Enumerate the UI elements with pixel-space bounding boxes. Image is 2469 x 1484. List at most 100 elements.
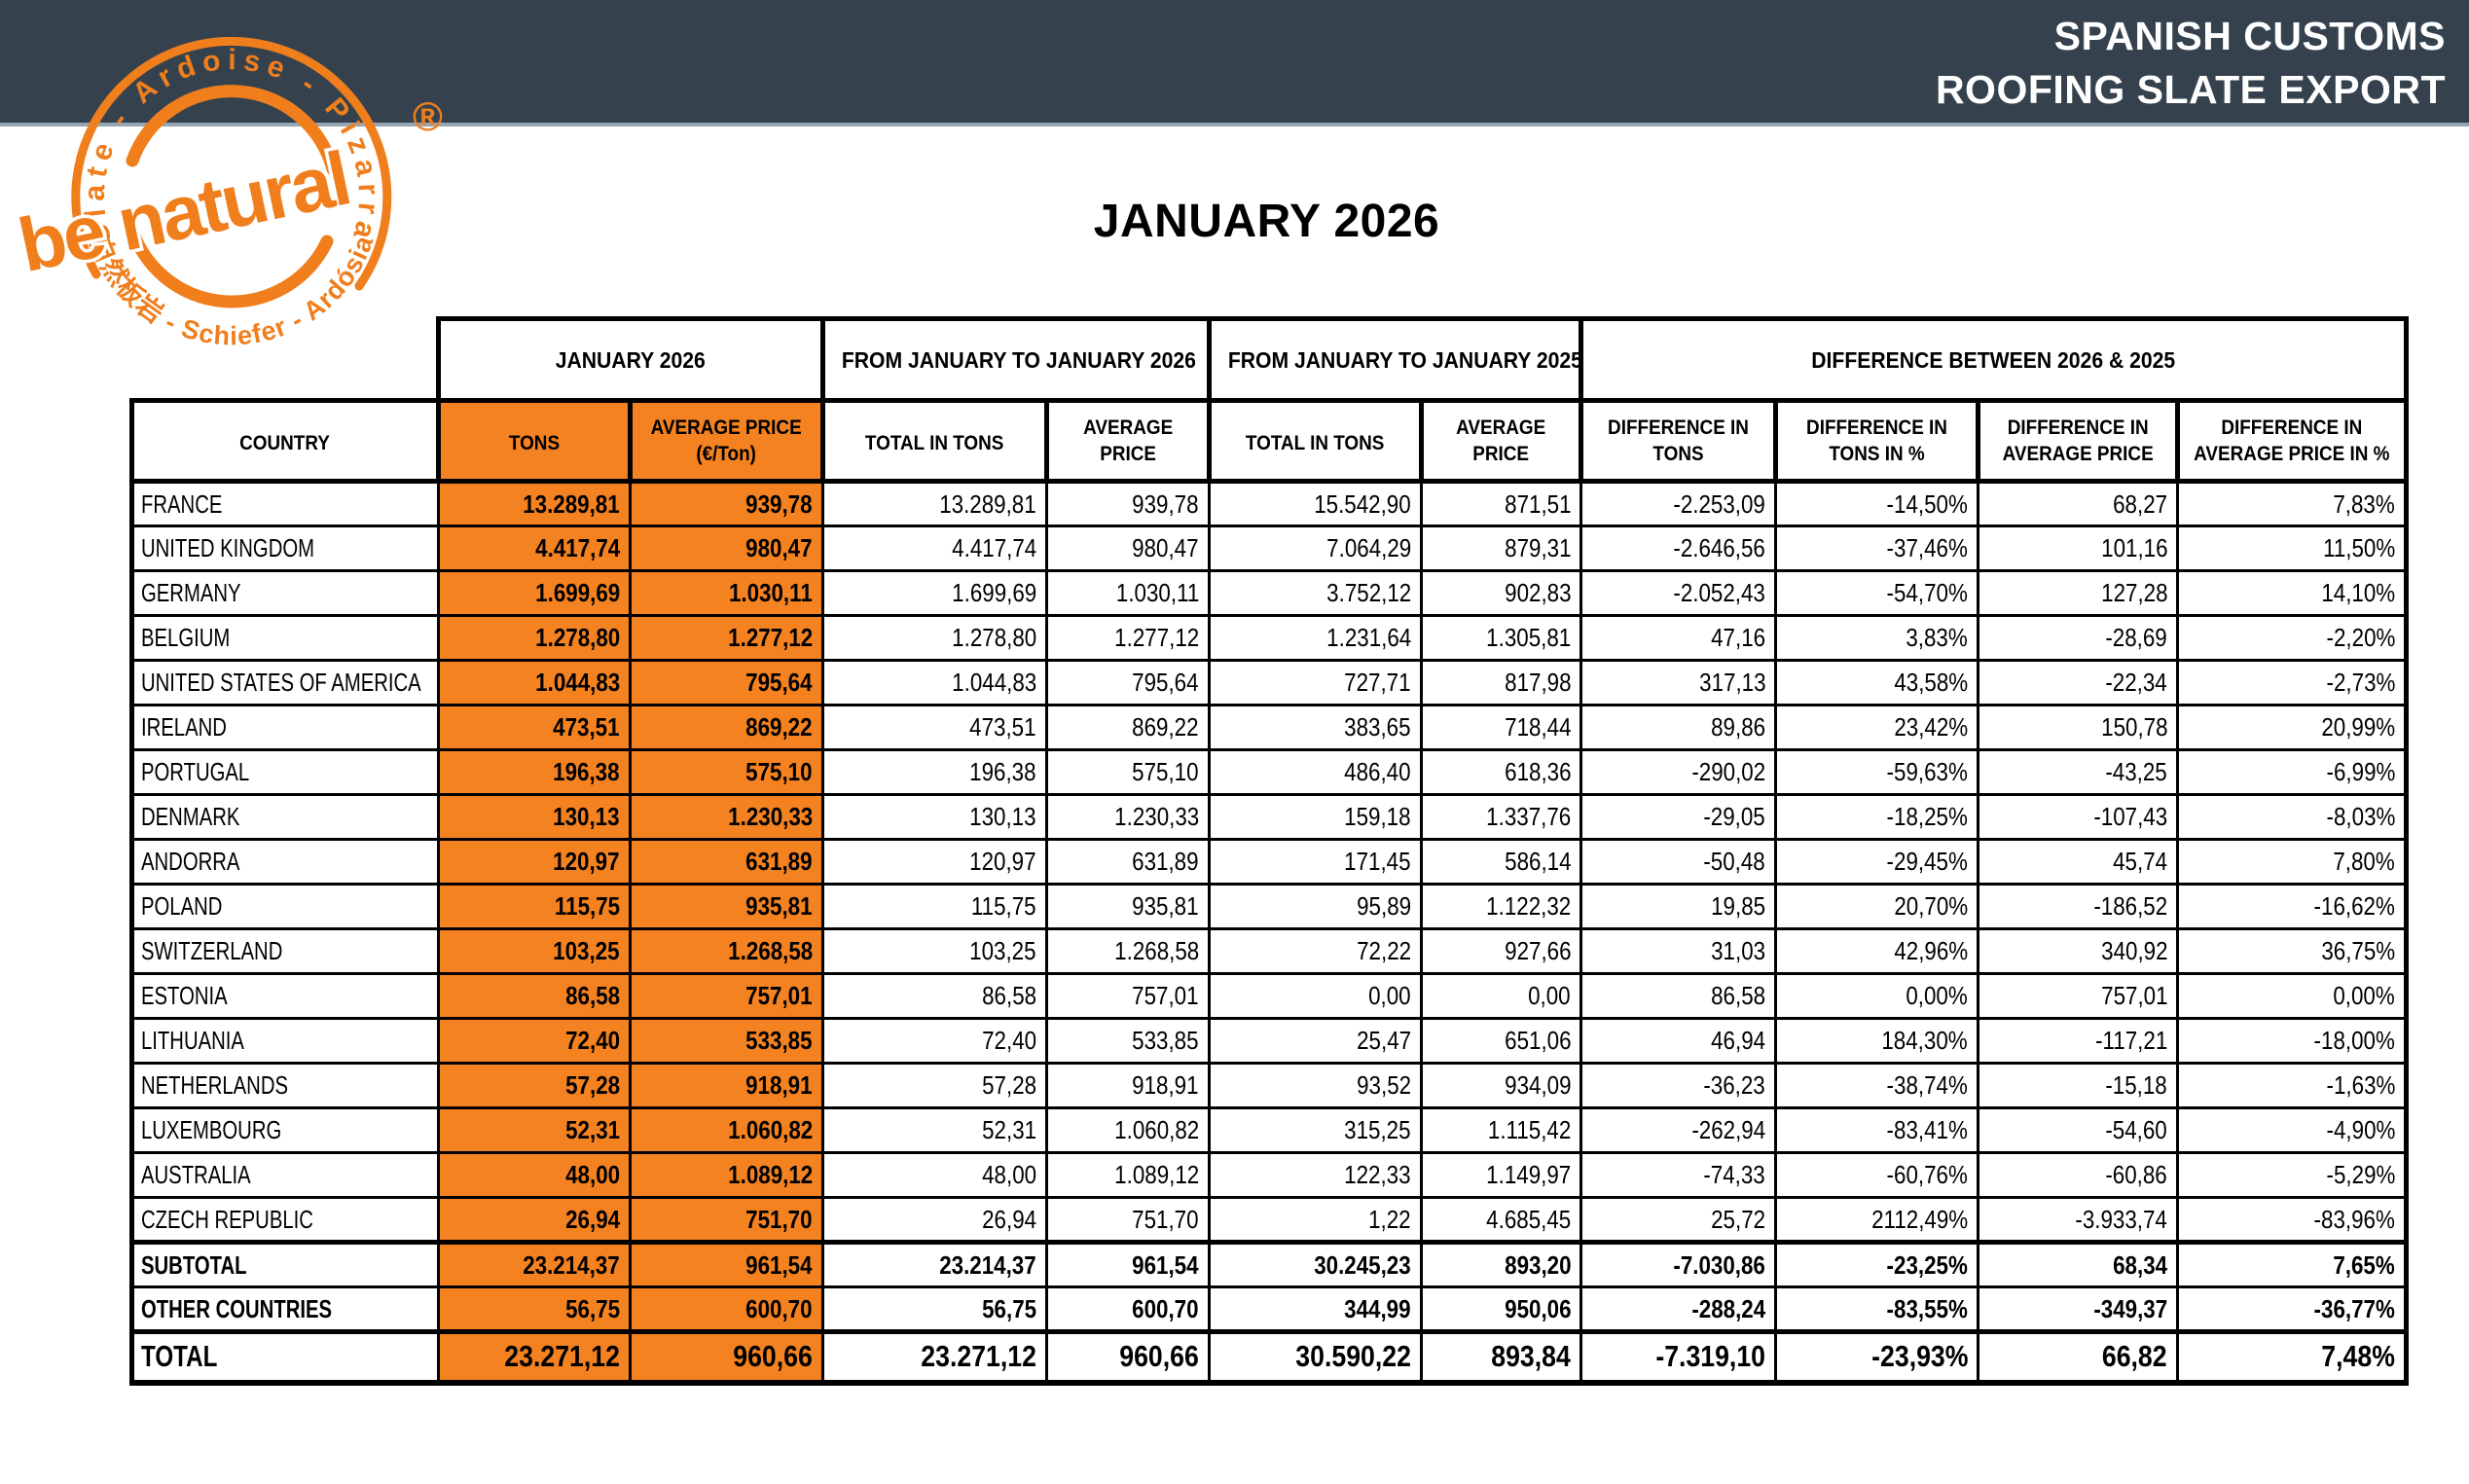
cell-difference-in-average-price: 68,27 <box>1977 480 2180 527</box>
cell-difference-in-tons: -288,24 <box>1579 1285 1778 1333</box>
cell-avg-price-eur-ton: 631,89 <box>629 838 824 886</box>
cell-difference-in-tons: -74,33 <box>1579 1151 1778 1199</box>
banner-title-line1: SPANISH CUSTOMS <box>2053 14 2446 58</box>
cell-value: 1.044,83 <box>534 668 620 697</box>
cell-average-price-2026: 935,81 <box>1044 883 1212 930</box>
cell-total-in-tons-2026: 115,75 <box>821 883 1048 930</box>
cell-value: 23.271,12 <box>921 1339 1036 1374</box>
top-banner: SPANISH CUSTOMS ROOFING SLATE EXPORT <box>0 0 2469 127</box>
cell-average-price-2026: 1.089,12 <box>1044 1151 1212 1199</box>
cell-tons: 52,31 <box>437 1106 632 1154</box>
cell-value: 13.289,81 <box>939 489 1036 519</box>
cell-difference-in-tons: -29,05 <box>1579 793 1778 841</box>
cell-value: 122,33 <box>1344 1160 1412 1189</box>
cell-average-price-2026: 795,64 <box>1044 659 1212 706</box>
cell-value: -36,77% <box>2313 1293 2396 1323</box>
cell-difference-in-average-price: -22,34 <box>1977 659 2180 706</box>
cell-value: 935,81 <box>1132 891 1200 921</box>
cell-value: 902,83 <box>1504 578 1572 607</box>
cell-total-in-tons-2026: 103,25 <box>821 927 1048 975</box>
cell-average-price-2025: 893,84 <box>1420 1329 1583 1386</box>
cell-difference-in-average-price-pct: -36,77% <box>2176 1285 2410 1333</box>
cell-value: 1.230,33 <box>727 802 813 831</box>
cell-average-price-2026: 600,70 <box>1044 1285 1212 1333</box>
cell-average-price-2026: 980,47 <box>1044 525 1212 572</box>
cell-total-in-tons-2026: 1.278,80 <box>821 614 1048 662</box>
cell-average-price-2026: 1.060,82 <box>1044 1106 1212 1154</box>
cell-value: 52,31 <box>565 1115 620 1144</box>
cell-average-price-2025: 0,00 <box>1420 972 1583 1020</box>
cell-total-in-tons-2026: 1.044,83 <box>821 659 1048 706</box>
group-header-label: FROM JANUARY TO JANUARY 2026 <box>841 347 1196 373</box>
cell-total-in-tons-2025: 0,00 <box>1208 972 1424 1020</box>
cell-value: 89,86 <box>1711 712 1766 742</box>
cell-avg-price-eur-ton: 575,10 <box>629 748 824 796</box>
cell-difference-in-average-price: 127,28 <box>1977 569 2180 617</box>
cell-difference-in-average-price: 757,01 <box>1977 972 2180 1020</box>
table-row: ESTONIA 86,58 757,01 86,58 757,01 0,00 0,00 86,… <box>129 972 2410 1020</box>
cell-value: 184,30% <box>1881 1026 1969 1055</box>
cell-average-price-2026: 1.230,33 <box>1044 793 1212 841</box>
cell-average-price-2026: 939,78 <box>1044 480 1212 527</box>
subtotal-row: SUBTOTAL 23.214,37 961,54 23.214,37 961,54 30… <box>129 1240 2410 1288</box>
cell-country: UNITED STATES OF AMERICA <box>129 659 440 706</box>
cell-difference-in-average-price: -43,25 <box>1977 748 2180 796</box>
cell-difference-in-average-price: 340,92 <box>1977 927 2180 975</box>
cell-value: 980,47 <box>1132 533 1200 562</box>
cell-value: 618,36 <box>1504 757 1572 786</box>
table-row: UNITED KINGDOM 4.417,74 980,47 4.417,74 980,… <box>129 525 2410 572</box>
logo-inner-arc-top <box>126 85 340 176</box>
cell-average-price-2026: 869,22 <box>1044 704 1212 751</box>
table-row: GERMANY 1.699,69 1.030,11 1.699,69 1.030,11 3… <box>129 569 2410 617</box>
cell-country: UNITED KINGDOM <box>129 525 440 572</box>
cell-difference-in-average-price-pct: 11,50% <box>2176 525 2410 572</box>
cell-total-in-tons-2025: 344,99 <box>1208 1285 1424 1333</box>
cell-value: -4,90% <box>2326 1115 2396 1144</box>
cell-tons: 130,13 <box>437 793 632 841</box>
export-table: JANUARY 2026 FROM JANUARY TO JANUARY 202… <box>129 316 2410 1386</box>
cell-value: 1.115,42 <box>1487 1115 1572 1144</box>
cell-value: 72,40 <box>982 1026 1036 1055</box>
cell-difference-in-tons-pct: -83,55% <box>1774 1285 1980 1333</box>
cell-difference-in-tons-pct: 42,96% <box>1774 927 1980 975</box>
cell-average-price-2026: 1.277,12 <box>1044 614 1212 662</box>
cell-value: -59,63% <box>1886 757 1969 786</box>
cell-value: 1.030,11 <box>1115 578 1200 607</box>
group-header-row: JANUARY 2026 FROM JANUARY TO JANUARY 202… <box>132 316 2410 403</box>
cell-value: 0,00% <box>1906 981 1969 1010</box>
cell-value: 47,16 <box>1711 623 1766 652</box>
cell-difference-in-average-price-pct: 36,75% <box>2176 927 2410 975</box>
cell-value: 20,99% <box>2321 712 2396 742</box>
cell-value: 0,00 <box>1368 981 1412 1010</box>
cell-tons: 57,28 <box>437 1062 632 1109</box>
cell-tons: 23.271,12 <box>437 1329 632 1386</box>
cell-avg-price-eur-ton: 600,70 <box>629 1285 824 1333</box>
cell-value: -50,48 <box>1703 847 1766 876</box>
cell-average-price-2026: 533,85 <box>1044 1017 1212 1065</box>
cell-tons: 23.214,37 <box>437 1240 632 1288</box>
column-header-average-price-2026: AVERAGE PRICE <box>1043 398 1213 484</box>
cell-tons: 26,94 <box>437 1196 632 1244</box>
be-natural-logo: Slate - Ardoise - Pizarra 自然板岩 - Schiefe… <box>8 36 443 351</box>
cell-difference-in-average-price: 101,16 <box>1977 525 2180 572</box>
cell-difference-in-tons-pct: 3,83% <box>1774 614 1980 662</box>
cell-value: -22,34 <box>2105 668 2168 697</box>
cell-total-in-tons-2026: 57,28 <box>821 1062 1048 1109</box>
cell-value: 1.122,32 <box>1485 891 1572 921</box>
cell-country: TOTAL <box>129 1329 440 1386</box>
cell-total-in-tons-2025: 93,52 <box>1208 1062 1424 1109</box>
cell-value: 57,28 <box>982 1070 1036 1100</box>
column-header-difference-in-tons-pct: DIFFERENCE IN TONS IN % <box>1773 398 1981 484</box>
cell-value: 727,71 <box>1344 668 1412 697</box>
cell-value: 631,89 <box>1132 847 1200 876</box>
cell-value: 72,40 <box>565 1026 620 1055</box>
cell-value: 934,09 <box>1504 1070 1572 1100</box>
cell-value: 918,91 <box>1132 1070 1200 1100</box>
cell-difference-in-average-price-pct: 7,83% <box>2176 480 2410 527</box>
cell-average-price-2025: 586,14 <box>1420 838 1583 886</box>
cell-value: 315,25 <box>1344 1115 1412 1144</box>
cell-average-price-2025: 927,66 <box>1420 927 1583 975</box>
cell-value: 120,97 <box>553 847 620 876</box>
cell-value: 159,18 <box>1344 802 1412 831</box>
